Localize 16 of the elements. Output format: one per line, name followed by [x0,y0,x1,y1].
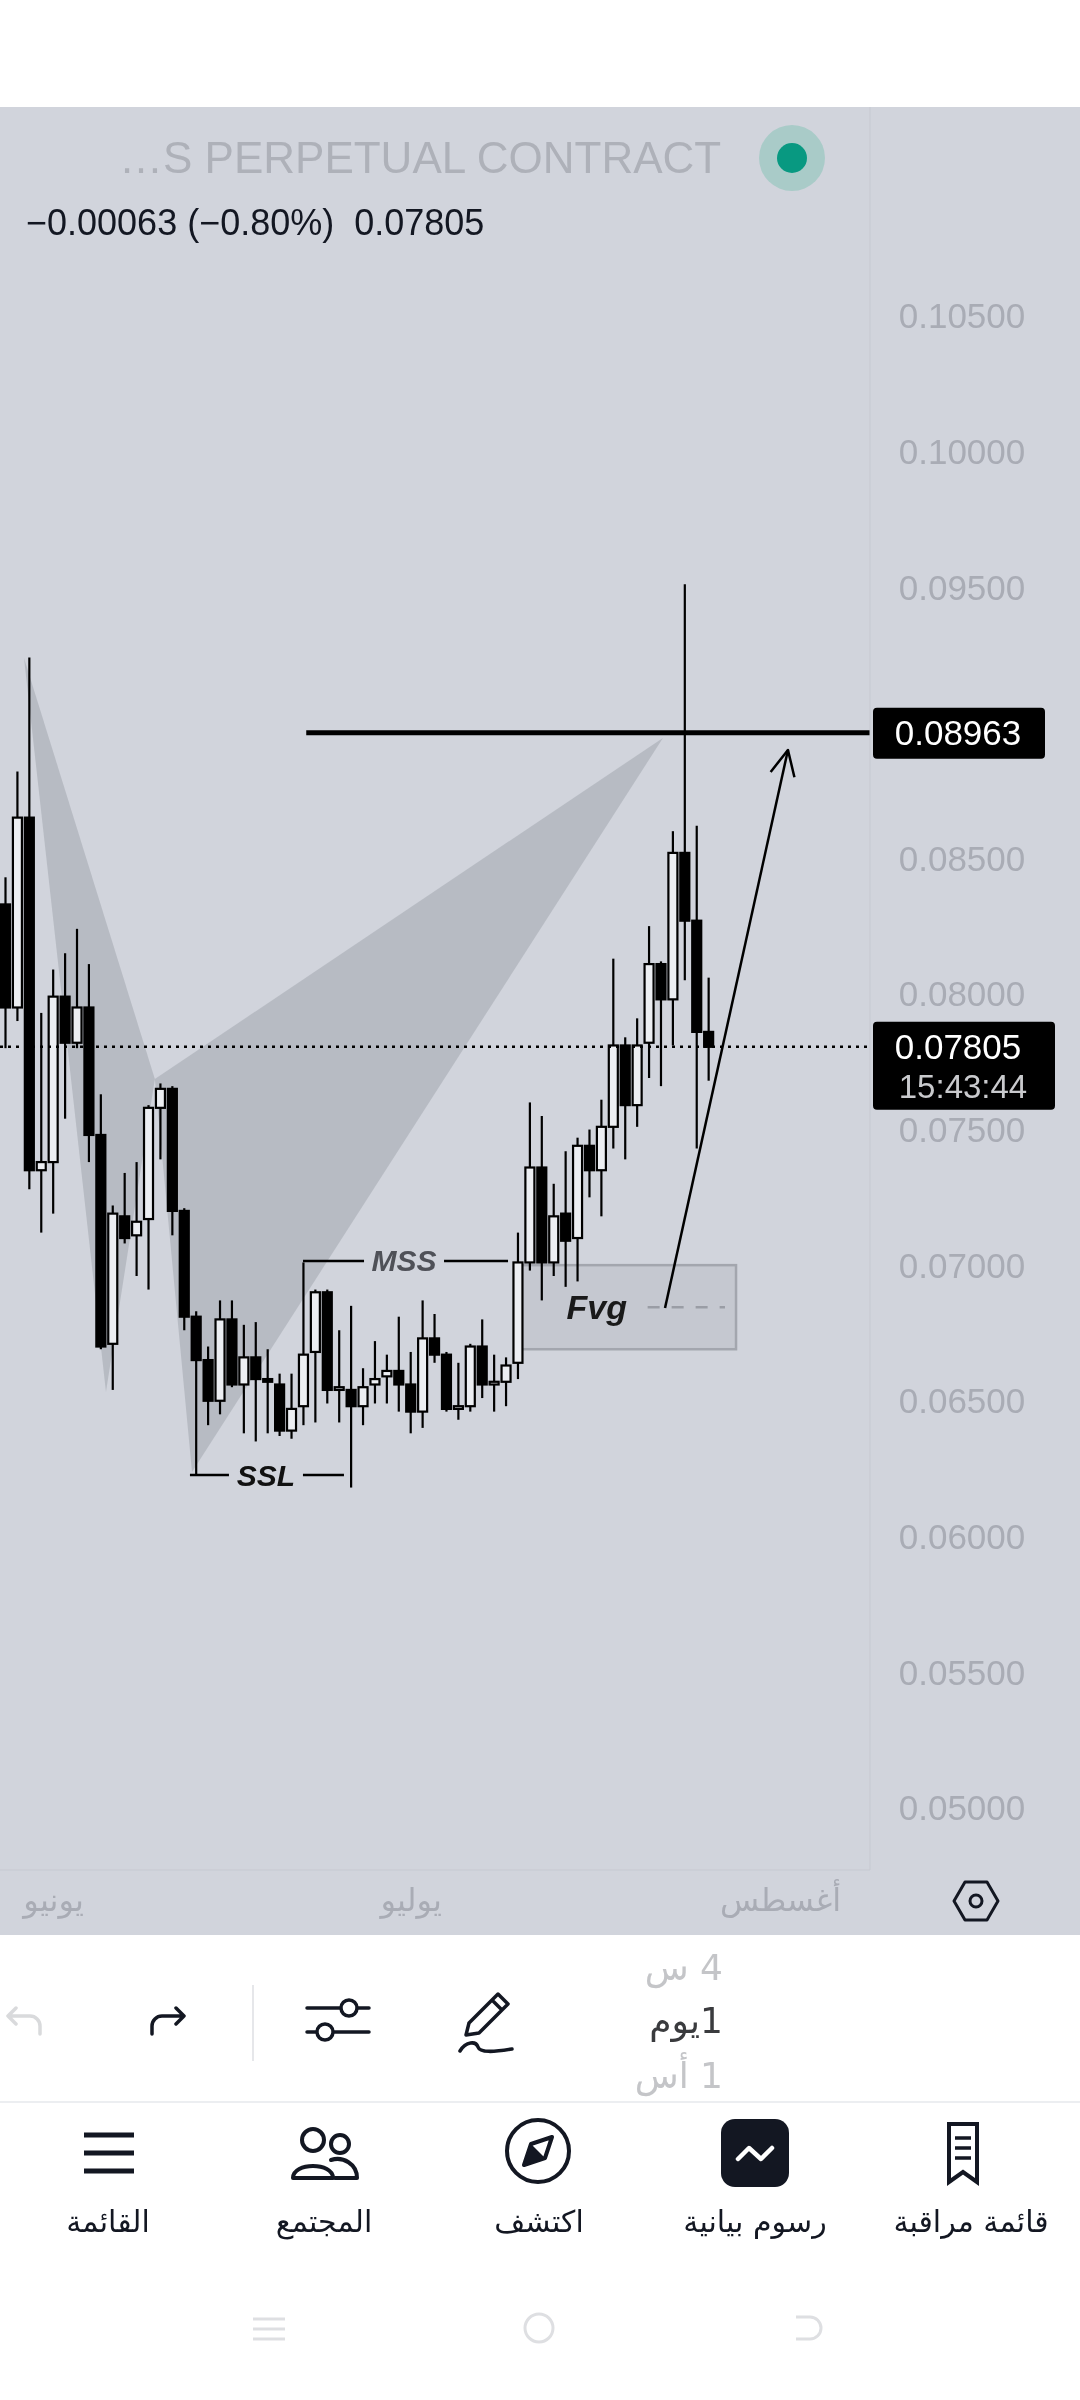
text: −0.00063 (−0.80%) 0.07805 [26,201,485,245]
text: اكتشف [494,2203,584,2241]
text: المجتمع [275,2203,373,2241]
text: 1يوم [649,1999,723,2043]
text: 15:43:44 [898,1068,1028,1106]
text: 1 أس [634,2054,723,2098]
ref-line-label: 0.08963 [894,713,1022,753]
annotation: SSL [236,1458,296,1492]
text: قائمة مراقبة [893,2203,1049,2241]
candlestick [369,1340,381,1405]
text: رسوم بيانية [683,2203,827,2241]
band-label: Fvg [566,1288,628,1327]
text: 4 س [644,1946,723,1990]
annotation: MSS [371,1244,437,1278]
text: القائمة [66,2203,150,2241]
ref-line-label: 0.07805 [894,1027,1022,1067]
